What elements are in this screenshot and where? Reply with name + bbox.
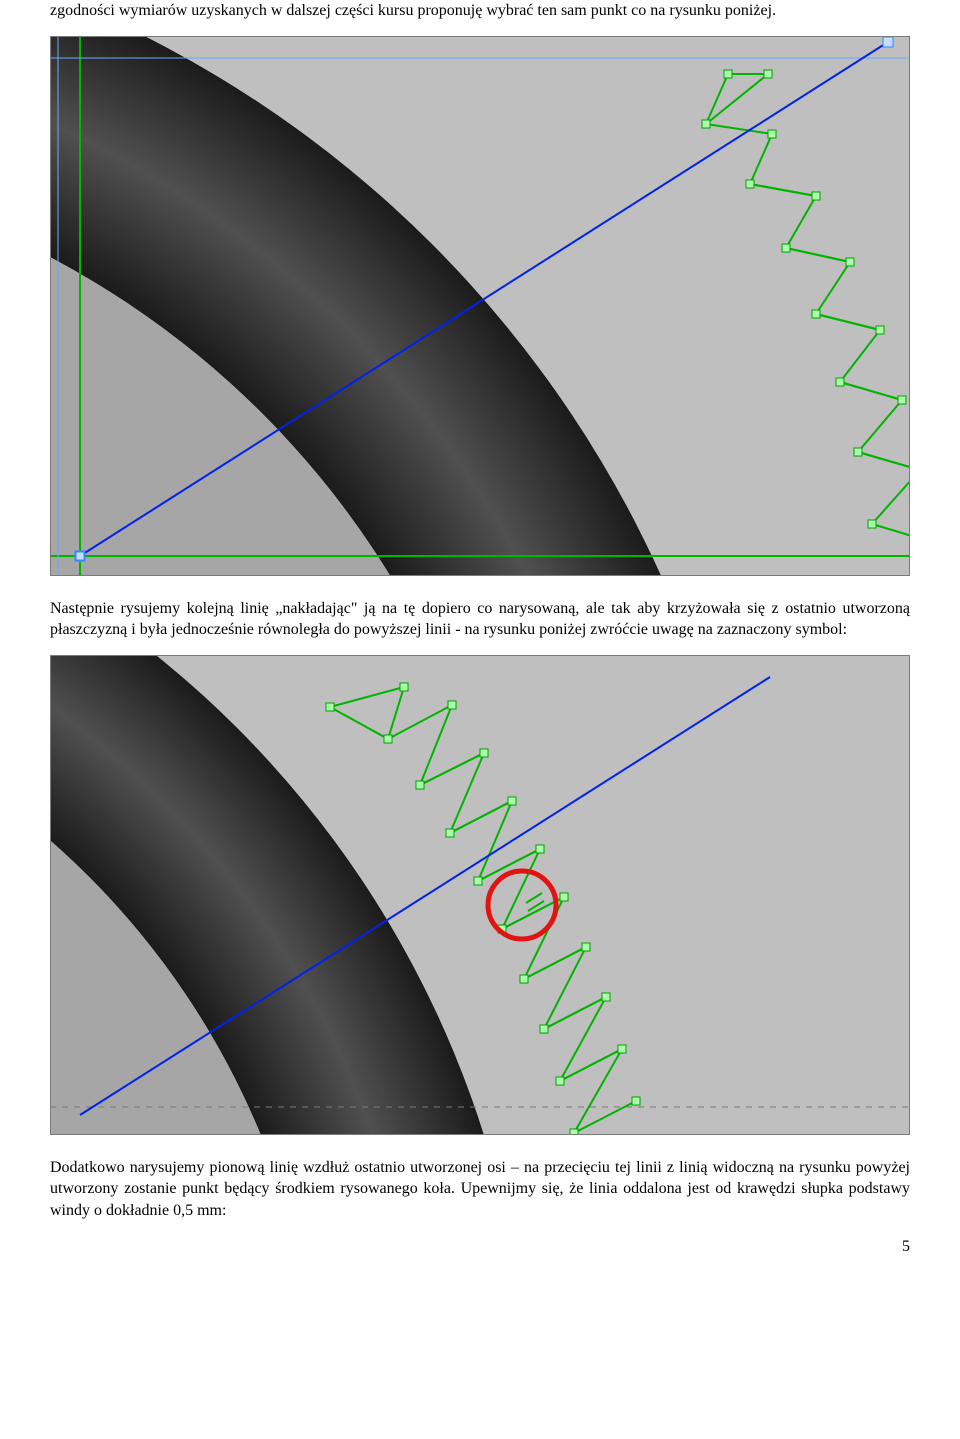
figure-1-svg [50,36,910,576]
figure-2-svg [50,655,910,1135]
figure-2 [50,655,910,1135]
paragraph-1: zgodności wymiarów uzyskanych w dalszej … [50,0,910,22]
page-number: 5 [50,1236,910,1258]
figure-1 [50,36,910,576]
paragraph-2: Następnie rysujemy kolejną linię „nakład… [50,598,910,641]
paragraph-3: Dodatkowo narysujemy pionową linię wzdłu… [50,1157,910,1222]
